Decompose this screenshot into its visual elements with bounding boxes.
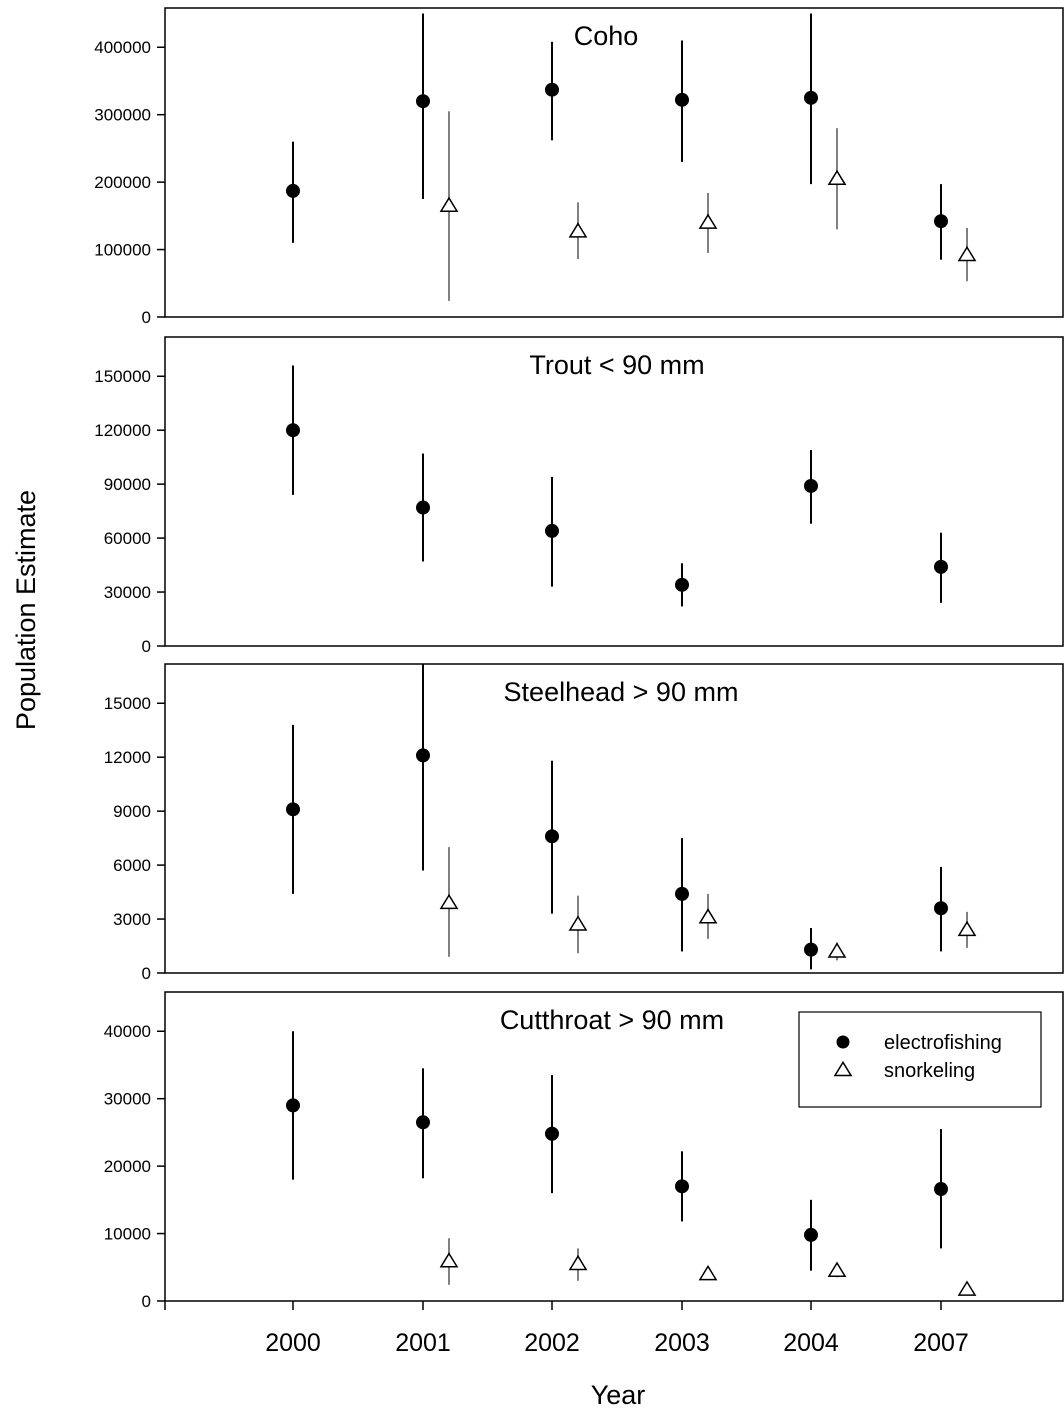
panel-4: 0 10000 20000 30000 40000 Cutthroat > 90 mm (104, 991, 1064, 1311)
electrofishing-point (804, 942, 818, 957)
snorkeling-point (827, 169, 847, 186)
electrofishing-point (416, 748, 430, 763)
electrofishing-point (934, 559, 948, 574)
electrofishing-point (416, 500, 430, 515)
snorkeling-point (827, 942, 847, 958)
electrofishing-point (545, 1126, 559, 1141)
snorkeling-point (827, 1261, 847, 1277)
legend-marker-electrofishing (836, 1035, 850, 1049)
panel-plot-area (286, 664, 977, 970)
y-tick-label: 3000 (113, 910, 151, 929)
electrofishing-point (286, 802, 300, 817)
snorkeling-point (439, 893, 459, 910)
panel-title: Steelhead > 90 mm (504, 677, 739, 707)
y-tick-label: 10000 (104, 1225, 151, 1244)
y-tick-label: 12000 (104, 748, 151, 767)
snorkeling-point (439, 1252, 459, 1268)
y-tick-label: 200000 (94, 173, 151, 192)
y-tick-label: 90000 (104, 475, 151, 494)
panel-plot-area (286, 13, 977, 301)
panel-frame (164, 663, 1064, 974)
y-tick-label: 15000 (104, 694, 151, 713)
snorkeling-point (698, 1264, 718, 1281)
panel-title: Coho (574, 21, 639, 51)
snorkeling-point (957, 1280, 977, 1296)
panel-1: 0 100000 200000 300000 400000 Coho (94, 7, 1064, 327)
x-axis-title: Year (591, 1380, 646, 1409)
electrofishing-point (675, 886, 689, 901)
legend-marker-snorkeling (833, 1060, 853, 1077)
panel-plot-area (286, 1031, 977, 1296)
electrofishing-point (545, 82, 559, 97)
y-tick-label: 400000 (94, 38, 151, 57)
electrofishing-point (675, 92, 689, 107)
electrofishing-point (934, 214, 948, 229)
electrofishing-point (416, 1115, 430, 1130)
y-tick-label: 0 (142, 964, 151, 983)
snorkeling-point (568, 1254, 588, 1271)
electrofishing-point (675, 577, 689, 592)
snorkeling-point (568, 915, 588, 931)
panel-3: 0 3000 6000 9000 12000 15000 Steelhead > 90 mm (104, 663, 1064, 983)
panel-frame (164, 336, 1064, 647)
snorkeling-point (698, 213, 718, 229)
snorkeling-point (439, 196, 459, 213)
electrofishing-point (286, 423, 300, 438)
electrofishing-point (416, 94, 430, 109)
y-tick-label: 300000 (94, 106, 151, 125)
electrofishing-point (286, 1098, 300, 1113)
legend: electrofishing snorkeling (798, 1011, 1042, 1108)
electrofishing-point (804, 1227, 818, 1242)
y-tick-label: 40000 (104, 1022, 151, 1041)
electrofishing-point (286, 183, 300, 198)
y-tick-label: 60000 (104, 529, 151, 548)
y-tick-label: 9000 (113, 802, 151, 821)
y-tick-label: 0 (142, 1292, 151, 1311)
legend-label: snorkeling (884, 1060, 975, 1082)
snorkeling-point (698, 908, 718, 924)
x-tick-label: 2003 (654, 1329, 710, 1357)
y-tick-label: 30000 (104, 1090, 151, 1109)
panel-2: 0 30000 60000 90000 120000 150000 Trout < 90 m… (94, 336, 1064, 656)
electrofishing-point (934, 901, 948, 916)
electrofishing-point (934, 1182, 948, 1197)
y-axis-title: Population Estimate (11, 490, 41, 730)
panel-title: Cutthroat > 90 mm (500, 1005, 724, 1035)
legend-label: electrofishing (884, 1032, 1002, 1054)
y-tick-label: 0 (142, 308, 151, 327)
x-tick-label: 2004 (783, 1329, 839, 1357)
y-tick-label: 150000 (94, 367, 151, 386)
x-axis: 2000 2001 2002 2003 2004 2007 (164, 1301, 969, 1357)
x-tick-label: 2002 (524, 1329, 580, 1357)
electrofishing-point (804, 478, 818, 493)
snorkeling-point (568, 222, 588, 238)
y-tick-label: 30000 (104, 583, 151, 602)
y-tick-label: 120000 (94, 421, 151, 440)
y-tick-label: 0 (142, 637, 151, 656)
panel-frame (164, 991, 1064, 1302)
legend-box (798, 1011, 1042, 1108)
x-tick-label: 2000 (265, 1329, 321, 1357)
electrofishing-point (545, 523, 559, 538)
electrofishing-point (804, 90, 818, 105)
panel-title: Trout < 90 mm (529, 350, 704, 380)
y-tick-label: 6000 (113, 856, 151, 875)
panel-plot-area (286, 365, 948, 607)
x-tick-label: 2001 (395, 1329, 451, 1357)
snorkeling-point (957, 920, 977, 937)
x-tick-label: 2007 (913, 1329, 969, 1357)
electrofishing-point (545, 829, 559, 844)
electrofishing-point (675, 1179, 689, 1194)
y-tick-label: 100000 (94, 241, 151, 260)
panel-frame (164, 7, 1064, 318)
y-tick-label: 20000 (104, 1157, 151, 1176)
snorkeling-point (957, 245, 977, 262)
